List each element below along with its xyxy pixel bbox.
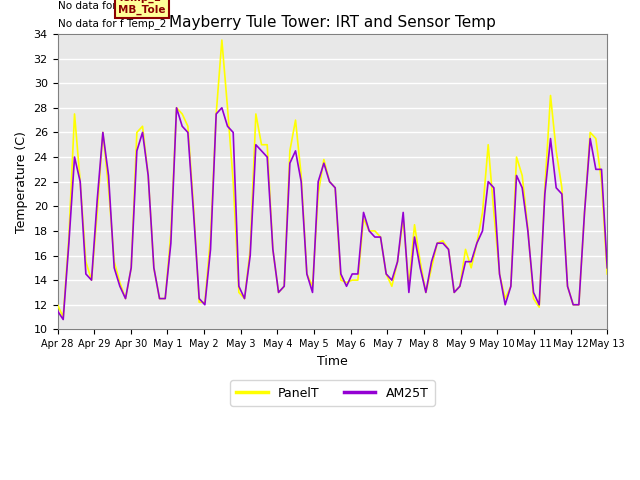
X-axis label: Time: Time <box>317 355 348 368</box>
Text: Temp_1
MB_Tole: Temp_1 MB_Tole <box>118 0 166 15</box>
Text: No data for f Temp_1: No data for f Temp_1 <box>58 0 166 11</box>
Text: No data for f Temp_2: No data for f Temp_2 <box>58 18 166 29</box>
Legend: PanelT, AM25T: PanelT, AM25T <box>230 380 435 406</box>
Y-axis label: Temperature (C): Temperature (C) <box>15 131 28 233</box>
Title: Mayberry Tule Tower: IRT and Sensor Temp: Mayberry Tule Tower: IRT and Sensor Temp <box>169 15 496 30</box>
